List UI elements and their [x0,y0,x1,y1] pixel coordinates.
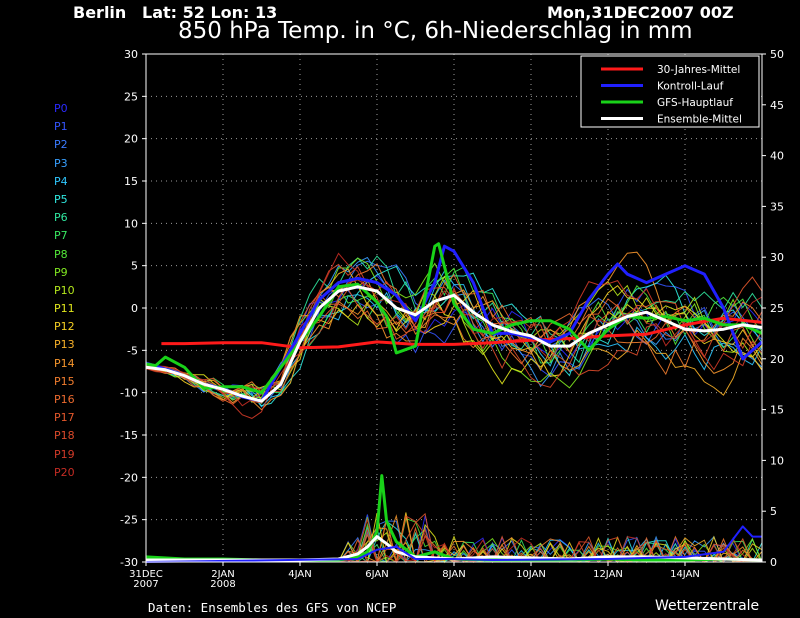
y-left-tick-label: 20 [124,133,138,146]
x-tick-label: 12JAN [593,569,623,580]
y-left-tick-label: 0 [131,302,138,315]
member-label: P19 [54,447,75,461]
x-tick-label: 8JAN [442,569,465,580]
member-label: P20 [54,465,75,479]
y-left-tick-label: -10 [120,387,138,400]
y-right-tick-label: 45 [770,99,784,112]
y-left-tick-label: 10 [124,217,138,230]
x-tick-label: 6JAN [365,569,388,580]
brand-label: Wetterzentrale [655,598,760,614]
member-label: P1 [54,120,68,134]
legend-entry: Ensemble-Mittel [657,114,742,126]
y-right-tick-label: 20 [770,353,784,366]
member-label: P4 [54,174,68,188]
series-gfs-hauptlauf [145,242,763,395]
y-right-tick-label: 40 [770,150,784,163]
y-left-tick-label: 15 [124,175,138,188]
y-right-tick-label: 0 [770,556,777,569]
y-left-tick-label: 5 [131,260,138,273]
member-label: P2 [54,138,68,152]
x-tick-label: 4JAN [288,569,311,580]
chart-title: 850 hPa Temp. in °C, 6h-Niederschlag in … [178,18,693,44]
member-legend: P0 P1 P2 P3 P4 P5 P6 P7 P8 P9 P10 P11 P12 P13 P14 P15 P1… [54,100,75,482]
member-label: P5 [54,192,68,206]
member-label: P13 [54,338,75,352]
run-time-label: Mon,31DEC2007 00Z [547,3,734,22]
data-source-credit: Daten: Ensembles des GFS von NCEP [148,600,397,615]
member-label: P14 [54,356,75,370]
y-left-tick-label: 25 [124,90,138,103]
y-left-tick-label: 30 [124,48,138,61]
series-30-jahres-mittel [161,316,763,350]
y-right-tick-label: 25 [770,302,784,315]
x-tick-year-label: 2007 [133,579,158,590]
y-left-tick-label: -30 [120,556,138,569]
x-tick-label: 2JAN [211,569,234,580]
y-right-tick-label: 5 [770,505,777,518]
member-label: P6 [54,211,68,225]
series-ensemble-mittel [145,285,763,403]
member-label: P9 [54,265,68,279]
y-right-tick-label: 10 [770,454,784,467]
member-line-p15 [145,263,763,394]
y-left-tick-label: -5 [127,344,138,357]
member-label: P15 [54,374,75,388]
member-label: P3 [54,156,68,170]
member-label: P7 [54,229,68,243]
y-right-tick-label: 50 [770,48,784,61]
y-left-tick-label: -25 [120,514,138,527]
member-label: P16 [54,393,75,406]
series-niederschlag-gfs-hauptlauf [145,474,763,562]
member-line-p19 [145,279,763,419]
member-label: P0 [54,102,68,115]
member-line-p8 [145,267,763,394]
location-label: Berlin [73,3,127,22]
x-tick-label: 10JAN [516,569,546,580]
member-label: P18 [54,429,75,443]
x-tick-year-label: 2008 [210,579,235,590]
member-label: P12 [54,320,75,334]
y-right-tick-label: 35 [770,200,784,213]
member-label: P17 [54,411,75,425]
legend-entry: Kontroll-Lauf [657,81,724,93]
series-niederschlag-kontroll-lauf [145,525,762,563]
member-label: P8 [54,247,68,261]
y-right-tick-label: 15 [770,404,784,417]
axes: 302520151050-5-10-15-20-25-3050454035302… [120,48,784,590]
member-line-p4 [145,270,763,408]
member-label: P10 [54,283,75,297]
x-tick-label: 31DEC [129,569,163,580]
legend-entry: GFS-Hauptlauf [657,97,733,109]
chart-legend: 30-Jahres-Mittel Kontroll-Lauf GFS-Hauptla… [580,55,760,128]
plot-frame [145,53,763,563]
coordinates-label: Lat: 52 Lon: 13 [142,3,278,22]
main-series-lines [145,242,763,563]
x-tick-label: 14JAN [670,569,700,580]
member-label: P11 [54,302,75,316]
grid-lines [146,54,762,562]
y-right-tick-label: 30 [770,251,784,264]
legend-entry: 30-Jahres-Mittel [657,64,740,76]
y-left-tick-label: -15 [120,429,138,442]
y-left-tick-label: -20 [120,471,138,484]
